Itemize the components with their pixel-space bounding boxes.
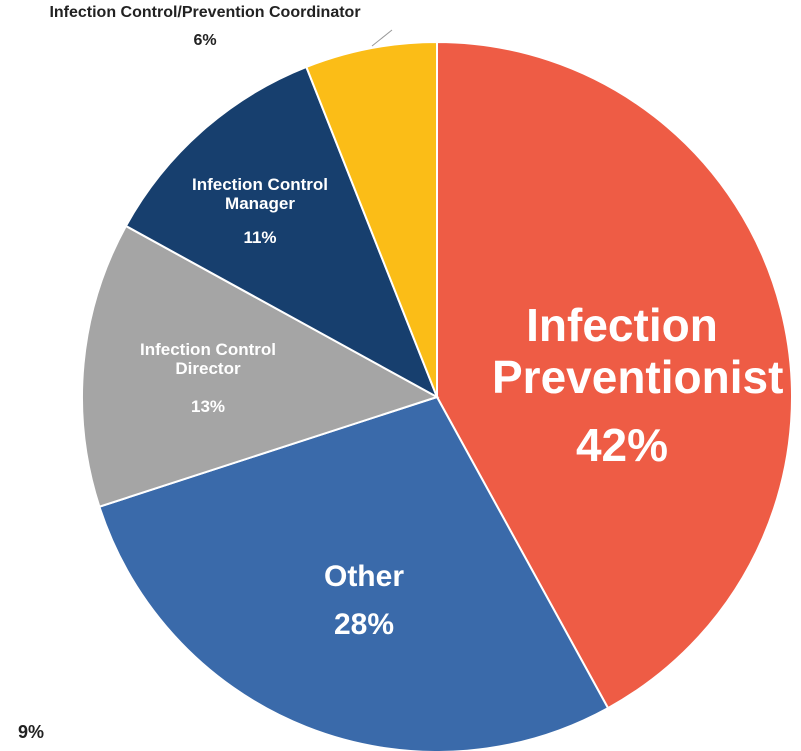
slice-label: Infection Control Director — [140, 340, 276, 379]
pie-slice — [98, 395, 610, 751]
slice-label: Infection Control Manager — [192, 175, 328, 214]
slice-value-label: 42% — [575, 419, 669, 471]
slice-label: Other — [323, 560, 404, 593]
slice-value-label: 13% — [190, 397, 226, 416]
slice-value-label: 11% — [243, 228, 277, 247]
pie-slice — [81, 224, 440, 508]
slice-value-label: 28% — [333, 608, 395, 641]
pie-slice — [436, 40, 793, 710]
leader-line — [371, 29, 393, 47]
pie-slice — [124, 65, 439, 400]
pie-slice — [305, 40, 438, 398]
slice-value-label: 6% — [193, 32, 217, 49]
annotation: 9% — [18, 722, 45, 742]
slice-label: Infection Control/Prevention Coordinator — [49, 4, 361, 21]
slice-label: Infection Preventionist — [492, 299, 784, 403]
